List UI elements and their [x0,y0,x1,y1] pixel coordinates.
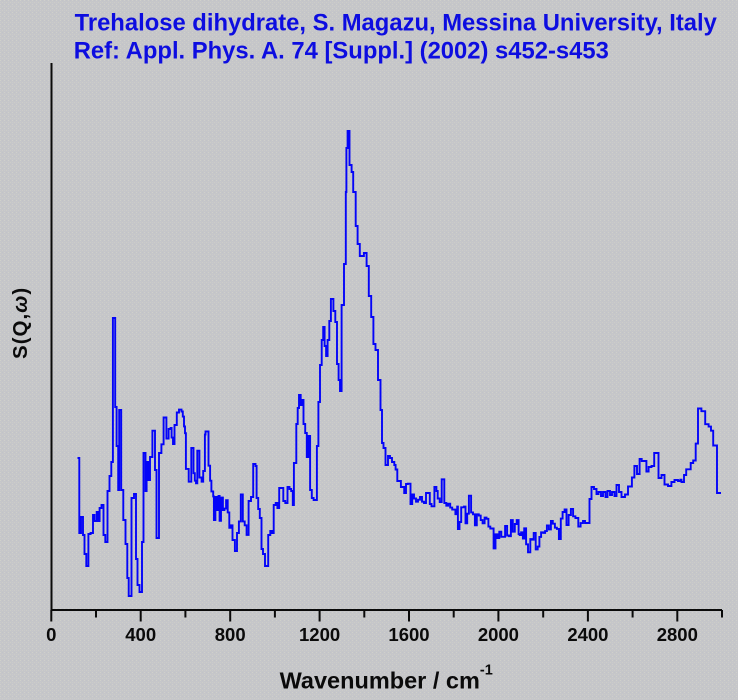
svg-text:S(Q,ω): S(Q,ω) [9,287,32,359]
svg-text:800: 800 [215,624,246,645]
svg-text:Trehalose dihydrate, S. Magazu: Trehalose dihydrate, S. Magazu, Messina … [75,10,718,37]
svg-text:400: 400 [125,624,156,645]
svg-text:1200: 1200 [299,624,340,645]
svg-text:Wavenumber / cm-1: Wavenumber / cm-1 [280,663,493,694]
svg-text:2000: 2000 [478,624,519,645]
svg-text:1600: 1600 [388,624,429,645]
svg-text:2800: 2800 [657,624,698,645]
svg-text:Ref: Appl. Phys. A. 74 [Suppl.: Ref: Appl. Phys. A. 74 [Suppl.] (2002) s… [74,38,609,65]
svg-text:0: 0 [46,624,56,645]
svg-text:2400: 2400 [567,624,608,645]
